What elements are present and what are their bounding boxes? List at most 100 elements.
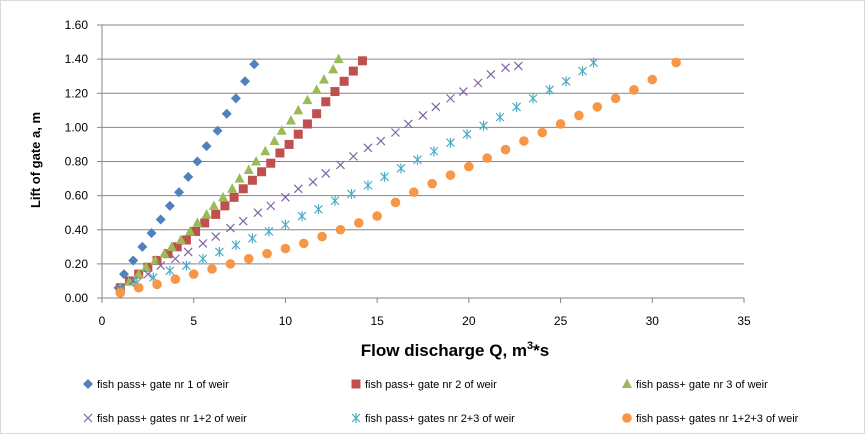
legend-item: fish pass+ gate nr 3 of weir (622, 378, 768, 391)
series-3 (115, 53, 344, 292)
data-point (462, 129, 472, 140)
data-point (260, 145, 271, 156)
data-point (479, 120, 488, 131)
data-point (363, 180, 373, 191)
x-tick-label: 10 (279, 314, 293, 328)
data-point (230, 93, 241, 104)
data-point (191, 226, 201, 236)
legend-item: fish pass+ gate nr 2 of weir (351, 379, 497, 391)
data-point (198, 253, 208, 264)
legend-item: fish pass+ gate nr 1 of weir (83, 379, 229, 391)
data-point (137, 241, 148, 252)
data-point (314, 204, 323, 215)
data-point (445, 170, 456, 180)
data-point (431, 102, 441, 112)
data-point (293, 104, 304, 115)
data-point (225, 223, 235, 233)
data-point (141, 261, 152, 272)
data-point (528, 93, 538, 104)
data-point (285, 115, 296, 125)
data-point (165, 265, 175, 276)
data-point (330, 87, 340, 97)
data-point (298, 238, 309, 249)
legend-label: fish pass+ gate nr 3 of weir (636, 379, 768, 391)
legend-label: fish pass+ gates nr 1+2 of weir (97, 413, 247, 425)
gridlines (102, 24, 744, 265)
data-point (211, 232, 221, 241)
data-point (293, 184, 303, 194)
data-point (262, 248, 272, 259)
data-point (473, 78, 483, 88)
data-point (156, 261, 166, 271)
data-point (181, 235, 191, 245)
data-point (357, 56, 367, 66)
series-5 (115, 57, 599, 295)
y-tick-label: 1.40 (65, 52, 89, 66)
data-point (225, 259, 236, 269)
series-1 (113, 59, 260, 293)
data-point (589, 57, 599, 68)
data-point (629, 85, 639, 95)
data-point (174, 187, 185, 198)
legend-marker (83, 413, 93, 423)
data-point (218, 191, 229, 202)
data-point (238, 184, 248, 194)
data-point (495, 112, 505, 123)
legend-marker (83, 379, 93, 389)
data-point (183, 247, 193, 257)
series-4 (115, 61, 523, 293)
data-point (372, 211, 382, 221)
data-point (333, 53, 344, 64)
data-point (192, 156, 203, 167)
data-point (201, 208, 212, 219)
data-point (207, 264, 217, 274)
data-point (188, 269, 199, 279)
data-point (234, 173, 245, 183)
data-point (183, 171, 194, 182)
legend-marker (622, 413, 632, 423)
data-point (192, 217, 203, 227)
data-point (198, 238, 208, 248)
data-point (396, 163, 406, 174)
data-point (413, 154, 422, 165)
data-point (115, 288, 126, 298)
data-point (311, 84, 322, 94)
data-point (545, 84, 554, 95)
data-point (610, 93, 621, 104)
data-point (519, 136, 529, 146)
data-point (500, 144, 511, 155)
data-point (578, 66, 588, 77)
data-point (280, 243, 291, 254)
data-point (133, 268, 144, 279)
axes: 0.00 0.20 0.40 0.60 0.80 1.00 1.20 1.40 1.60 0 5 10… (65, 18, 751, 328)
data-point (133, 282, 144, 293)
series-2 (115, 56, 367, 293)
data-point (163, 249, 173, 259)
data-point (348, 66, 358, 76)
data-point (348, 151, 358, 161)
data-point (328, 63, 339, 74)
legend: fish pass+ gate nr 1 of weir fish pass+ g… (83, 378, 799, 425)
data-point (185, 225, 196, 236)
data-point (390, 197, 401, 208)
data-point (249, 59, 260, 70)
data-point (175, 234, 186, 244)
legend-item: fish pass+ gates nr 1+2+3 of weir (622, 413, 799, 425)
data-point (264, 226, 274, 237)
data-point (592, 102, 603, 112)
data-point (429, 146, 439, 157)
data-point (266, 201, 276, 211)
data-point (146, 228, 157, 239)
data-point (339, 76, 349, 86)
data-point (376, 136, 386, 146)
x-tick-label: 30 (646, 314, 660, 328)
x-axis-title: Flow discharge Q, m3*s (361, 340, 549, 360)
data-point (238, 216, 248, 226)
data-point (243, 253, 254, 264)
data-point (458, 87, 468, 96)
legend-marker (351, 413, 361, 423)
x-tick-label: 25 (554, 314, 568, 328)
legend-item: fish pass+ gates nr 2+3 of weir (351, 413, 515, 425)
data-point (464, 161, 474, 172)
legend-marker (622, 378, 632, 388)
